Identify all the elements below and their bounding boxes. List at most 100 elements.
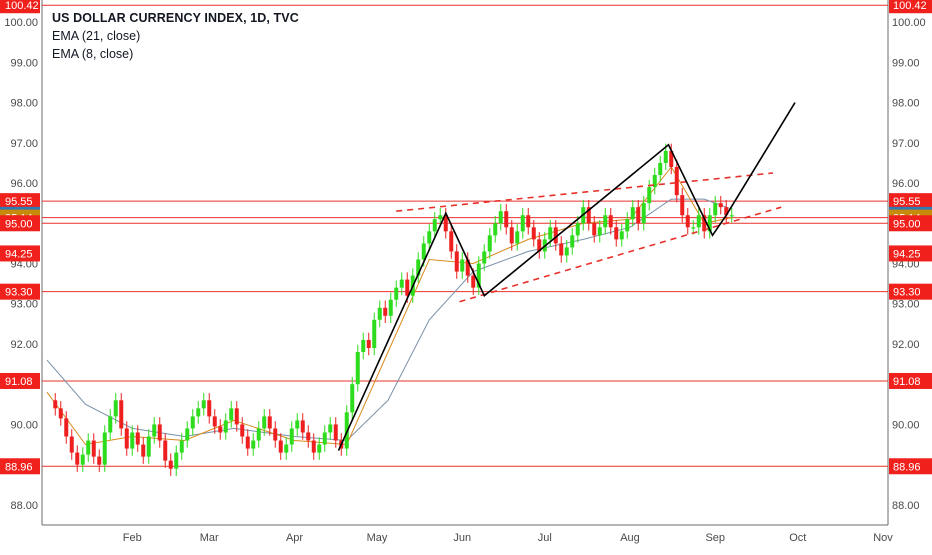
candle-body xyxy=(564,247,569,256)
y-tick-label-right: 90.00 xyxy=(892,419,920,431)
channel-upper-line xyxy=(396,172,774,213)
candle-body xyxy=(674,166,679,196)
candle-body xyxy=(311,440,316,453)
level-badge-label-right: 95.55 xyxy=(893,196,921,208)
candle-body xyxy=(168,460,173,469)
channel-lower-line xyxy=(459,206,782,303)
level-badge-right xyxy=(889,283,932,300)
level-badge-label-left: 100.42 xyxy=(5,0,39,12)
candle-body xyxy=(526,215,531,228)
level-badge-left xyxy=(0,372,40,389)
candle-body xyxy=(696,215,701,228)
candle-body xyxy=(493,223,498,236)
level-badge-label-right: 93.30 xyxy=(893,287,921,299)
candle-body xyxy=(97,456,102,465)
y-tick-label-right: 94.00 xyxy=(892,259,920,271)
candle-body xyxy=(509,227,514,244)
chart-title: US DOLLAR CURRENCY INDEX, 1D, TVC xyxy=(52,11,299,25)
candle-body xyxy=(597,227,602,236)
level-badge-label-left: 93.30 xyxy=(5,287,33,299)
x-tick-label: Nov xyxy=(873,532,893,544)
candle-body xyxy=(152,424,157,437)
x-tick-label: Jul xyxy=(538,532,552,544)
candle-body xyxy=(592,223,597,236)
candle-body xyxy=(383,307,388,316)
candle-body xyxy=(520,215,525,232)
candle-body xyxy=(361,339,366,353)
y-tick-label-right: 88.00 xyxy=(892,500,920,512)
level-badge-right xyxy=(889,372,932,389)
candle-body xyxy=(471,275,476,288)
candle-body xyxy=(135,432,140,445)
candle-body xyxy=(229,408,234,421)
y-tick-label-left: 100.00 xyxy=(4,17,38,29)
candle-body xyxy=(537,239,542,252)
y-tick-label-left: 97.00 xyxy=(10,138,38,150)
candle-body xyxy=(647,187,652,204)
candle-body xyxy=(174,452,179,469)
y-tick-label-left: 94.00 xyxy=(10,259,38,271)
candle-body xyxy=(575,223,580,236)
candle-body xyxy=(724,207,729,216)
candle-body xyxy=(515,231,520,244)
candle-body xyxy=(625,219,630,232)
candle-body xyxy=(317,444,322,453)
y-tick-label-right: 98.00 xyxy=(892,98,920,110)
level-badge-right xyxy=(889,0,932,14)
candle-body xyxy=(333,424,338,441)
candle-body xyxy=(102,432,107,465)
candle-body xyxy=(300,420,305,433)
candle-body xyxy=(80,454,85,465)
candle-body xyxy=(443,215,448,232)
candle-body xyxy=(328,424,333,433)
chart-legend: US DOLLAR CURRENCY INDEX, 1D, TVC EMA (2… xyxy=(52,9,299,63)
candle-body xyxy=(438,215,443,220)
candle-body xyxy=(366,339,371,348)
y-tick-label-left: 96.00 xyxy=(10,178,38,190)
candle-body xyxy=(119,400,124,429)
candle-body xyxy=(713,203,718,216)
candle-body xyxy=(86,440,91,455)
y-tick-label-left: 90.00 xyxy=(10,419,38,431)
y-tick-label-right: 92.00 xyxy=(892,339,920,351)
level-badge-left xyxy=(0,0,40,14)
candle-body xyxy=(295,420,300,429)
candle-body xyxy=(141,444,146,457)
candle-body xyxy=(559,243,564,256)
candle-body xyxy=(53,400,58,409)
level-badge-label-right: 95.00 xyxy=(893,218,921,230)
legend-ema-8: EMA (8, close) xyxy=(52,47,134,61)
candle-body xyxy=(273,428,278,441)
candle-body xyxy=(636,207,641,224)
candle-body xyxy=(388,299,393,316)
candle-body xyxy=(190,416,195,429)
candle-body xyxy=(278,440,283,453)
candle-body xyxy=(619,231,624,240)
candle-body xyxy=(240,424,245,437)
candle-body xyxy=(207,400,212,417)
candle-body xyxy=(504,211,509,228)
candle-body xyxy=(663,150,668,163)
candle-body xyxy=(427,231,432,244)
y-tick-label-left: 98.00 xyxy=(10,98,38,110)
candle-body xyxy=(355,352,360,385)
candle-body xyxy=(284,444,289,453)
candle-body xyxy=(399,279,404,288)
candle-body xyxy=(372,319,377,348)
candle-body xyxy=(476,263,481,288)
candle-body xyxy=(377,307,382,320)
x-tick-label: Mar xyxy=(200,532,219,544)
candle-body xyxy=(630,207,635,220)
level-badge-left xyxy=(0,215,40,232)
candle-body xyxy=(289,428,294,445)
candle-body xyxy=(267,416,272,429)
level-badge-label-right: 94.25 xyxy=(893,248,921,260)
level-badge-left xyxy=(0,458,40,475)
candle-body xyxy=(531,227,536,240)
candle-body xyxy=(256,428,261,441)
candle-body xyxy=(603,215,608,228)
level-badge-left xyxy=(0,283,40,300)
y-tick-label-right: 97.00 xyxy=(892,138,920,150)
